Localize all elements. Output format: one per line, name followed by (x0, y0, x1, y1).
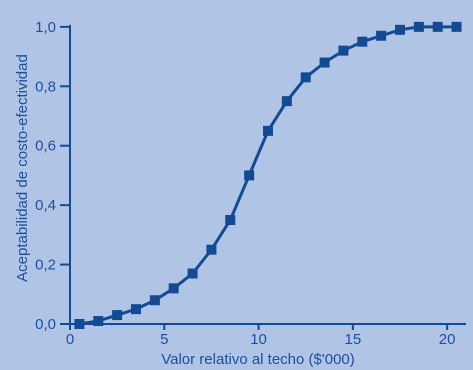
x-tick-label: 0 (66, 331, 74, 348)
data-point-marker (376, 30, 387, 41)
data-point-marker (395, 24, 405, 35)
x-axis-label: Valor relativo al techo ($'000) (161, 351, 355, 368)
data-point-marker (149, 295, 160, 306)
y-tick-label: 0,0 (35, 316, 56, 333)
y-tick-label: 1,0 (35, 19, 56, 36)
data-point-marker (451, 21, 462, 32)
x-tick-label: 15 (345, 331, 362, 348)
data-point-marker (112, 310, 123, 321)
data-point-marker (300, 72, 311, 83)
axes (69, 24, 466, 325)
y-axis-ticks: 0,0 0,2 0,4 0,6 0,8 1,0 (35, 19, 70, 333)
data-point-marker (281, 96, 292, 107)
y-tick-label: 0,2 (35, 257, 56, 274)
data-point-marker (263, 125, 273, 136)
data-point-marker (432, 21, 443, 32)
series-layer (74, 21, 462, 329)
data-point-marker (319, 57, 330, 68)
y-tick-label: 0,4 (35, 197, 56, 214)
y-tick-label: 0,8 (35, 78, 56, 95)
x-tick-label: 10 (250, 331, 267, 348)
series-line (79, 25, 457, 326)
data-point-marker (244, 170, 255, 181)
data-point-marker (168, 283, 179, 294)
data-point-marker (74, 319, 85, 329)
x-tick-label: 20 (439, 331, 456, 348)
y-axis-label: Aceptabilidad de costo-efectividad (14, 54, 31, 282)
data-point-marker (357, 36, 368, 47)
data-point-marker (187, 268, 198, 279)
x-tick-label: 5 (160, 331, 168, 348)
data-point-marker (338, 45, 349, 56)
data-point-marker (131, 304, 141, 315)
x-axis-ticks: 0 5 10 15 20 (66, 324, 456, 348)
y-tick-label: 0,6 (35, 138, 56, 155)
data-point-marker (413, 21, 424, 32)
data-point-marker (225, 215, 236, 225)
data-point-marker (93, 316, 104, 327)
data-point-marker (206, 244, 217, 255)
